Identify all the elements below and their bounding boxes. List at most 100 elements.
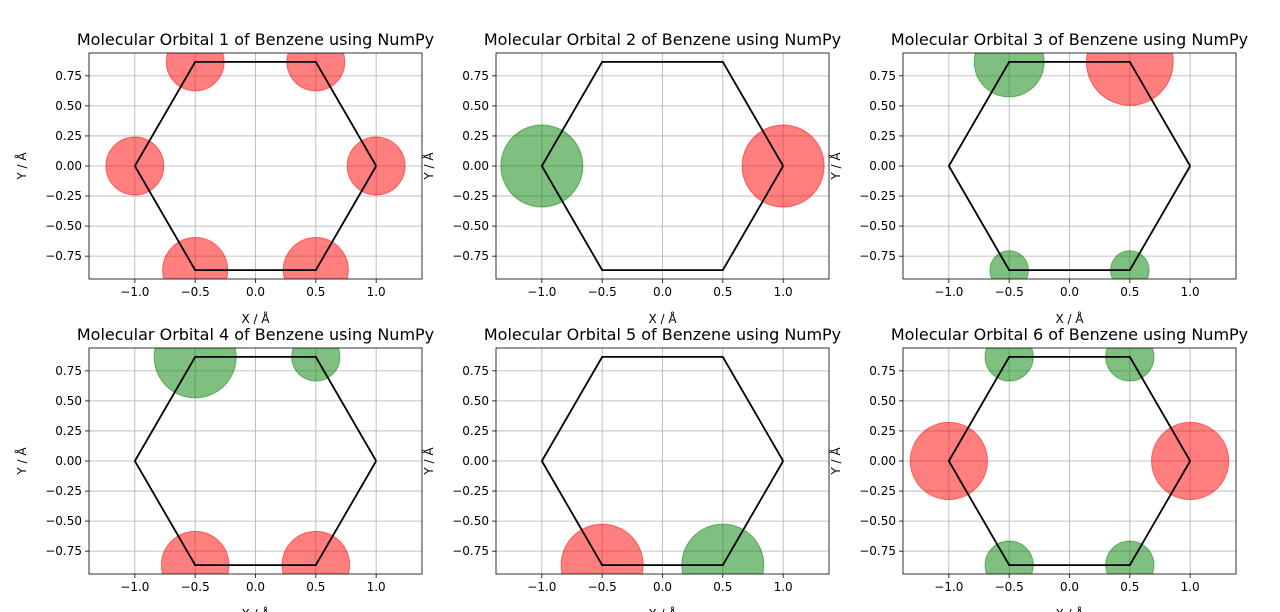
positive-lobe: [1151, 421, 1230, 501]
benzene-ring: [947, 355, 1191, 567]
y-tick-label: 0.00: [869, 454, 896, 468]
y-tick-label: 0.25: [55, 129, 82, 143]
subplot-1: −1.0 −0.5 0.0 0.5 1.0 −0.75 −0.50 −0.25 0.00 0.25…: [14, 30, 434, 326]
y-tick-label: −0.25: [452, 189, 489, 203]
y-tick-label: 0.25: [462, 129, 489, 143]
benzene-ring: [540, 355, 784, 567]
x-tick-label: 0.0: [246, 285, 265, 299]
y-tick-label: 0.75: [55, 364, 82, 378]
y-tick-label: 0.00: [55, 159, 82, 173]
x-tick-label: 1.0: [367, 580, 386, 594]
y-tick-label: 0.50: [869, 394, 896, 408]
y-axis-label: Y / Å: [828, 152, 843, 181]
x-tick-label: −1.0: [120, 285, 149, 299]
x-tick-label: 0.0: [246, 580, 265, 594]
plot-area: [540, 355, 784, 574]
y-tick-label: 0.50: [462, 99, 489, 113]
subplot-6: −1.0 −0.5 0.0 0.5 1.0 −0.75 −0.50 −0.25 0.00 0.25…: [828, 325, 1248, 612]
y-tick-label: 0.00: [462, 454, 489, 468]
subplot-title: Molecular Orbital 5 of Benzene using Num…: [484, 325, 841, 344]
y-tick-label: −0.75: [45, 544, 82, 558]
y-tick-label: −0.50: [45, 219, 82, 233]
plot-area: [105, 53, 406, 279]
y-axis-label: Y / Å: [421, 447, 436, 476]
x-tick-label: −1.0: [527, 285, 556, 299]
plot-area: [500, 60, 825, 272]
subplot-title: Molecular Orbital 3 of Benzene using Num…: [891, 30, 1248, 49]
x-tick-label: 1.0: [367, 285, 386, 299]
y-tick-label: −0.75: [45, 249, 82, 263]
y-tick-label: −0.50: [859, 514, 896, 528]
y-tick-label: −0.25: [859, 189, 896, 203]
x-tick-label: 0.5: [1120, 580, 1139, 594]
plot-area: [947, 53, 1191, 279]
x-tick-label: −1.0: [527, 580, 556, 594]
x-axis-label: X / Å: [241, 606, 270, 612]
x-tick-label: 0.0: [1060, 580, 1079, 594]
y-tick-label: 0.75: [462, 364, 489, 378]
subplot-title: Molecular Orbital 6 of Benzene using Num…: [891, 325, 1248, 344]
subplot-title: Molecular Orbital 4 of Benzene using Num…: [77, 325, 434, 344]
y-tick-label: −0.50: [859, 219, 896, 233]
x-tick-label: 0.0: [653, 285, 672, 299]
y-tick-label: 0.50: [869, 99, 896, 113]
x-axis-label: X / Å: [648, 606, 677, 612]
y-tick-label: −0.25: [45, 189, 82, 203]
y-tick-label: 0.25: [869, 424, 896, 438]
y-tick-label: −0.25: [452, 484, 489, 498]
x-axis-label: X / Å: [1055, 311, 1084, 326]
x-tick-label: 0.5: [713, 580, 732, 594]
x-tick-label: −0.5: [995, 580, 1024, 594]
y-tick-label: −0.50: [452, 219, 489, 233]
x-tick-label: 1.0: [774, 285, 793, 299]
y-axis-label: Y / Å: [14, 447, 29, 476]
x-tick-label: −0.5: [181, 580, 210, 594]
y-tick-label: 0.00: [462, 159, 489, 173]
x-tick-label: −1.0: [934, 285, 963, 299]
y-tick-label: 0.50: [462, 394, 489, 408]
y-tick-label: 0.00: [869, 159, 896, 173]
x-tick-label: 1.0: [1181, 285, 1200, 299]
x-tick-label: 0.5: [1120, 285, 1139, 299]
y-tick-label: 0.50: [55, 99, 82, 113]
y-tick-label: 0.50: [55, 394, 82, 408]
y-axis-label: Y / Å: [421, 152, 436, 181]
plot-area: [909, 348, 1230, 574]
x-tick-label: 0.0: [1060, 285, 1079, 299]
benzene-ring: [947, 60, 1191, 272]
x-tick-label: −1.0: [934, 580, 963, 594]
subplot-4: −1.0 −0.5 0.0 0.5 1.0 −0.75 −0.50 −0.25 0.00 0.25…: [14, 325, 434, 612]
y-axis-label: Y / Å: [14, 152, 29, 181]
x-tick-label: 0.0: [653, 580, 672, 594]
y-tick-label: −0.50: [45, 514, 82, 528]
y-tick-label: −0.75: [452, 249, 489, 263]
x-tick-label: 0.5: [713, 285, 732, 299]
x-tick-label: −0.5: [588, 580, 617, 594]
subplot-title: Molecular Orbital 2 of Benzene using Num…: [484, 30, 841, 49]
x-axis-label: X / Å: [1055, 606, 1084, 612]
benzene-ring: [540, 60, 784, 272]
subplot-2: −1.0 −0.5 0.0 0.5 1.0 −0.75 −0.50 −0.25 0.00 0.25…: [421, 30, 841, 326]
y-tick-label: −0.75: [859, 544, 896, 558]
x-tick-label: 0.5: [306, 285, 325, 299]
subplot-5: −1.0 −0.5 0.0 0.5 1.0 −0.75 −0.50 −0.25 0.00 0.25…: [421, 325, 841, 612]
x-tick-label: −0.5: [181, 285, 210, 299]
plot-area: [133, 348, 377, 574]
x-tick-label: 0.5: [306, 580, 325, 594]
benzene-ring: [133, 355, 377, 567]
y-tick-label: −0.75: [452, 544, 489, 558]
x-tick-label: −0.5: [588, 285, 617, 299]
y-tick-label: 0.75: [869, 364, 896, 378]
x-tick-label: −0.5: [995, 285, 1024, 299]
y-tick-label: 0.75: [869, 69, 896, 83]
y-tick-label: 0.25: [462, 424, 489, 438]
y-axis-label: Y / Å: [828, 447, 843, 476]
y-tick-label: −0.25: [859, 484, 896, 498]
y-tick-label: −0.25: [45, 484, 82, 498]
subplot-3: −1.0 −0.5 0.0 0.5 1.0 −0.75 −0.50 −0.25 0.00 0.25…: [828, 30, 1248, 326]
x-tick-label: 1.0: [774, 580, 793, 594]
x-tick-label: −1.0: [120, 580, 149, 594]
y-tick-label: −0.50: [452, 514, 489, 528]
x-axis-label: X / Å: [648, 311, 677, 326]
